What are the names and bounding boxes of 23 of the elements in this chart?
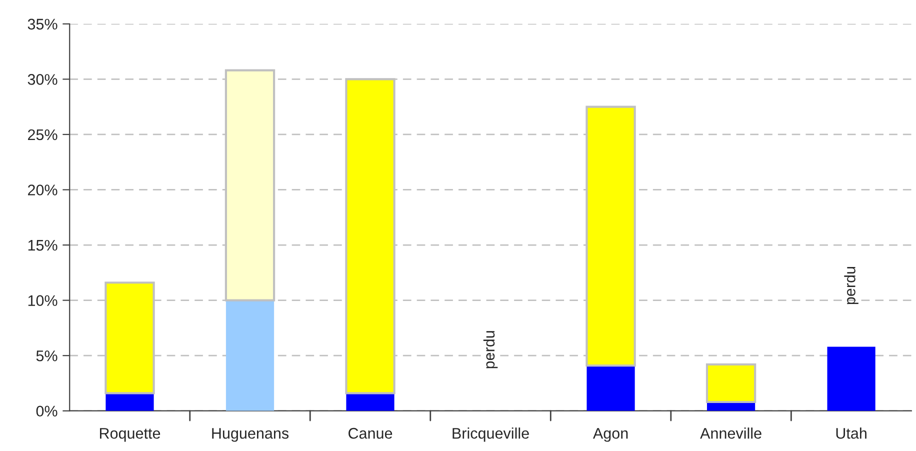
bar xyxy=(226,300,274,411)
bar xyxy=(586,366,635,411)
bar xyxy=(346,393,394,411)
data-label: perdu xyxy=(483,331,498,368)
x-tick-label: Agon xyxy=(592,428,628,442)
y-tick-label: 35% xyxy=(28,18,58,30)
y-tick-label: 25% xyxy=(28,129,58,140)
y-tick-label: 5% xyxy=(36,350,58,362)
bar xyxy=(706,363,756,404)
y-tick-label: 0% xyxy=(36,406,58,417)
x-tick-label: Roquette xyxy=(100,428,160,442)
y-tick-label: 15% xyxy=(28,240,58,251)
data-label: perdu xyxy=(844,267,858,304)
bar xyxy=(827,346,876,411)
bar xyxy=(106,393,154,411)
x-tick-label: Utah xyxy=(836,428,866,439)
x-tick-label: Bricqueville xyxy=(452,428,529,442)
x-tick-label: Anneville xyxy=(700,428,762,439)
y-tick-label: 30% xyxy=(28,74,58,85)
y-tick-label: 20% xyxy=(28,184,58,196)
x-tick-label: Huguenans xyxy=(212,428,289,442)
x-tick-label: Canue xyxy=(348,428,392,439)
y-tick-label: 10% xyxy=(28,295,58,306)
